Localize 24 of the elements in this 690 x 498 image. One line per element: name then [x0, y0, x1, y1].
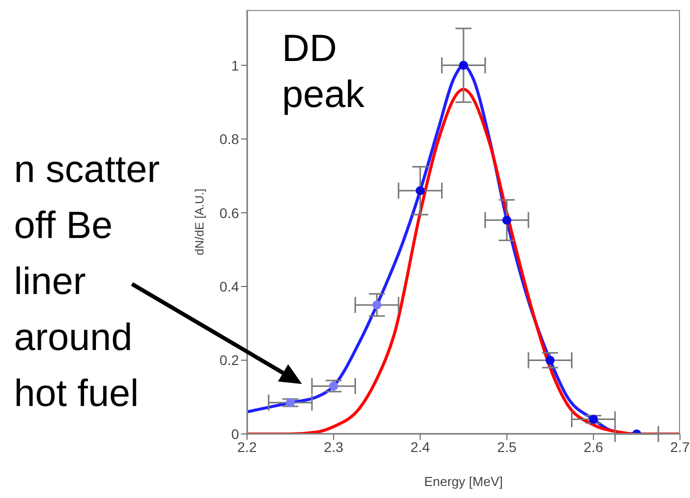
x-tick-label: 2.5	[497, 438, 517, 455]
y-tick-label: 0.6	[220, 204, 240, 221]
x-tick-label: 2.2	[237, 438, 257, 455]
y-tick-label: 0.4	[220, 278, 240, 294]
y-tick-label: 0.2	[220, 352, 240, 368]
x-tick-label: 2.6	[584, 438, 604, 455]
point	[329, 382, 338, 391]
x-axis-title: Energy [MeV]	[424, 474, 503, 489]
point	[416, 186, 425, 196]
point	[372, 300, 382, 310]
y-tick-label: 0.8	[220, 131, 240, 148]
point	[502, 216, 512, 225]
text: n scatter off Be liner around hot fuel	[14, 148, 161, 417]
point	[458, 60, 468, 70]
x-tick-label: 2.4	[410, 438, 430, 455]
y-tick-label: 0	[231, 426, 240, 442]
y-axis-title: dN/dE [A.U.]	[192, 188, 206, 256]
x-tick-label: 2.3	[324, 438, 344, 455]
point	[546, 356, 555, 365]
point	[588, 414, 598, 424]
point	[286, 398, 295, 408]
y-tick-label: 1	[231, 57, 240, 74]
annotation: DD peak	[282, 27, 366, 118]
x-tick-label: 2.7	[670, 438, 690, 455]
